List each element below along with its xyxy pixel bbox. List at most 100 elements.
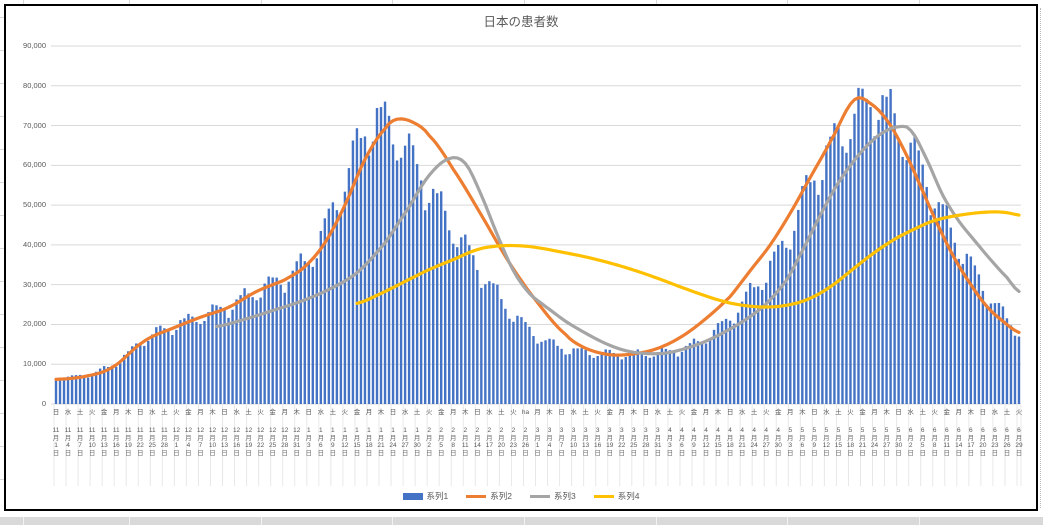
x-axis-label: 金 12 月 4 日 bbox=[184, 409, 193, 457]
x-axis-label: 木 11 月 19 日 bbox=[124, 409, 132, 457]
x-axis-label: 日 12 月 13 日 bbox=[220, 409, 229, 457]
x-axis-label: 火 1 月 12 日 bbox=[341, 409, 349, 457]
sheet-column-gridline bbox=[392, 517, 393, 525]
category-tick-lines bbox=[53, 405, 1022, 486]
x-axis-label: 水 2 月 17 日 bbox=[485, 409, 493, 457]
x-axis-label: 木 5 月 27 日 bbox=[882, 409, 891, 457]
x-axis-label: 月 5 月 24 日 bbox=[870, 409, 879, 457]
chart-title[interactable]: 日本の患者数 bbox=[483, 15, 559, 29]
x-axis-label: 木 3 月 25 日 bbox=[630, 409, 638, 457]
x-axis-label: 木 4 月 15 日 bbox=[714, 409, 722, 457]
sheet-row-gridline bbox=[0, 314, 4, 315]
sheet-row-gridline bbox=[0, 347, 4, 348]
x-axis-label: 日 11 月 1 日 bbox=[52, 409, 60, 457]
sheet-column-gridline bbox=[392, 0, 393, 5]
x-axis-label: 木 12 月 31 日 bbox=[293, 409, 301, 457]
sheet-column-gridline bbox=[23, 517, 24, 525]
legend-item-系列2[interactable]: 系列2 bbox=[466, 490, 512, 502]
x-axis-label: 土 6 月 26 日 bbox=[1003, 409, 1011, 457]
x-axis-label: 火 6 月 29 日 bbox=[1015, 409, 1023, 457]
sheet-row-gridline bbox=[0, 248, 4, 249]
x-axis-label: 土 4 月 24 日 bbox=[750, 409, 758, 457]
legend-item-系列1[interactable]: 系列1 bbox=[402, 490, 448, 502]
legend-item-系列3[interactable]: 系列3 bbox=[530, 490, 576, 502]
x-axis-label: 水 6 月 23 日 bbox=[991, 409, 999, 457]
x-axis-label: 月 1 月 18 日 bbox=[365, 409, 373, 457]
x-axis-label: 金 6 月 11 日 bbox=[943, 409, 951, 457]
legend-line-swatch bbox=[530, 494, 550, 498]
series-line2[interactable] bbox=[54, 96, 1021, 381]
sheet-column-gridline bbox=[129, 0, 130, 5]
series-line3[interactable] bbox=[214, 124, 1021, 356]
sheet-row-gridline bbox=[0, 182, 4, 183]
x-axis-label: 日 2 月 14 日 bbox=[473, 409, 481, 457]
chart-legend[interactable]: 系列1 系列2 系列3 系列4 bbox=[6, 490, 1036, 502]
x-axis-label: 金 1 月 15 日 bbox=[353, 409, 361, 457]
sheet-column-gridline bbox=[919, 0, 920, 5]
x-axis-label: 水 11 月 4 日 bbox=[64, 409, 72, 457]
y-axis-tick-label: 0 bbox=[41, 399, 46, 408]
x-axis-label: 土 2 月 20 日 bbox=[497, 409, 505, 457]
series-line4[interactable] bbox=[355, 210, 1021, 309]
sheet-bottom-gap bbox=[0, 512, 1043, 517]
series-bars[interactable] bbox=[54, 87, 1021, 405]
x-axis-label: 火 2 月 23 日 bbox=[509, 409, 518, 457]
x-axis-label: 土 3 月 13 日 bbox=[582, 409, 590, 457]
x-axis-label: 金 12 月 25 日 bbox=[269, 409, 277, 457]
x-axis-label: ha 2 月 26 日 bbox=[521, 409, 530, 457]
sheet-row-gridline bbox=[0, 380, 4, 381]
sheet-column-gridline bbox=[787, 0, 788, 5]
x-axis-label: 木 6 月 17 日 bbox=[967, 409, 975, 457]
x-axis-label: 木 2 月 11 日 bbox=[461, 409, 469, 457]
x-axis-label: 日 6 月 20 日 bbox=[979, 409, 987, 457]
legend-bar-swatch bbox=[402, 492, 423, 500]
x-axis-label: 土 5 月 15 日 bbox=[834, 409, 843, 457]
sheet-bottom-row-band bbox=[0, 517, 1043, 525]
sheet-row-gridline bbox=[0, 413, 4, 414]
y-axis-tick-label: 60,000 bbox=[23, 160, 46, 170]
x-axis-label: 土 11 月 28 日 bbox=[160, 409, 168, 457]
x-axis-label: 木 1 月 21 日 bbox=[377, 409, 385, 457]
x-axis-label: 火 3 月 16 日 bbox=[594, 409, 602, 457]
sheet-row-gridline bbox=[0, 215, 4, 216]
sheet-column-gridline bbox=[656, 0, 657, 5]
sheet-column-gridline bbox=[524, 0, 525, 5]
x-axis-label: 月 6 月 14 日 bbox=[955, 409, 963, 457]
plot-area[interactable] bbox=[6, 6, 1035, 508]
x-axis-label: 土 11 月 7 日 bbox=[76, 409, 84, 457]
sheet-row-gridline bbox=[0, 116, 4, 117]
sheet-row-gridline bbox=[0, 479, 4, 480]
legend-item-系列4[interactable]: 系列4 bbox=[593, 490, 640, 502]
x-axis-label: 日 5 月 30 日 bbox=[894, 409, 903, 457]
sheet-row-gridline bbox=[0, 83, 4, 84]
legend-label: 系列3 bbox=[554, 491, 576, 501]
sheet-column-gridline bbox=[919, 517, 920, 525]
sheet-row-gridline bbox=[0, 17, 4, 18]
x-axis-label: 月 3 月 22 日 bbox=[618, 409, 626, 457]
sheet-column-gridline bbox=[524, 517, 525, 525]
y-axis-tick-label: 40,000 bbox=[23, 239, 46, 249]
y-axis-tick-label: 30,000 bbox=[23, 279, 46, 289]
sheet-row-gridline bbox=[0, 446, 4, 447]
x-axis-label: 日 3 月 28 日 bbox=[642, 409, 650, 457]
legend-label: 系列4 bbox=[617, 491, 640, 501]
sheet-column-gridline bbox=[261, 0, 262, 5]
x-axis-label: 月 12 月 7 日 bbox=[196, 409, 205, 457]
x-axis-label: 火 12 月 1 日 bbox=[172, 409, 180, 457]
x-axis-label: 水 11 月 25 日 bbox=[148, 409, 156, 457]
chart-object[interactable]: 日本の患者数 0 10,000 20,000 30,000 40,000 50,000 60… bbox=[4, 4, 1038, 511]
x-axis-label: 火 11 月 10 日 bbox=[88, 409, 96, 457]
x-axis-label: 金 11 月 13 日 bbox=[100, 409, 108, 457]
x-axis-label: 金 3 月 19 日 bbox=[606, 409, 614, 457]
legend-label: 系列2 bbox=[490, 491, 512, 501]
